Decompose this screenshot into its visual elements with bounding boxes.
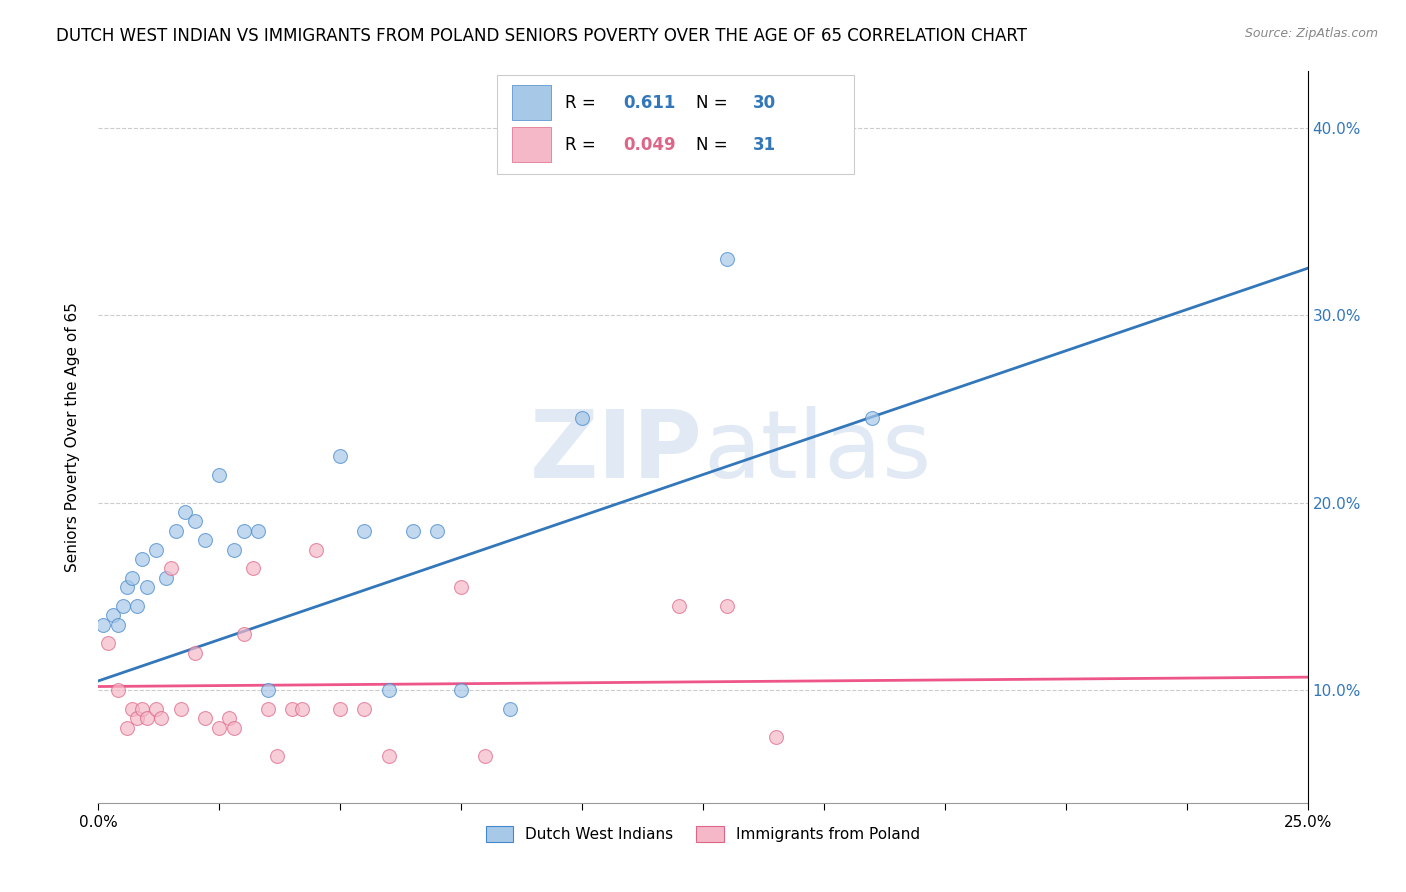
Point (117, 580, 139, 594)
Point (155, 571, 177, 585)
Point (121, 571, 143, 585)
Point (266, 748, 288, 763)
Text: R =: R = (565, 94, 602, 112)
Point (498, 702, 520, 716)
Text: ZIP: ZIP (530, 406, 703, 498)
Point (474, 748, 496, 763)
Point (377, 683, 399, 698)
Point (426, 524, 449, 538)
Point (765, 730, 787, 744)
Text: 0.049: 0.049 (623, 136, 676, 153)
Point (101, 608, 124, 623)
Point (135, 711, 157, 725)
Point (281, 702, 304, 716)
Point (247, 524, 270, 538)
Point (111, 599, 134, 613)
Text: N =: N = (696, 94, 733, 112)
Point (145, 542, 167, 557)
Point (184, 515, 207, 529)
Point (450, 580, 472, 594)
Point (329, 702, 352, 716)
Point (97, 636, 120, 650)
Text: N =: N = (696, 136, 733, 153)
Point (127, 711, 149, 725)
Point (668, 599, 690, 613)
Text: R =: R = (565, 136, 602, 153)
Point (131, 702, 153, 716)
Point (107, 683, 129, 698)
FancyBboxPatch shape (498, 75, 855, 174)
Point (222, 542, 245, 557)
Point (256, 702, 278, 716)
Point (208, 721, 231, 735)
Point (644, 158, 666, 172)
Point (150, 711, 173, 725)
Point (169, 702, 191, 716)
Point (571, 411, 593, 425)
Point (860, 411, 883, 425)
Point (716, 252, 738, 266)
Point (194, 711, 217, 725)
Point (208, 467, 231, 482)
Point (222, 721, 245, 735)
Y-axis label: Seniors Poverty Over the Age of 65: Seniors Poverty Over the Age of 65 (65, 302, 80, 572)
FancyBboxPatch shape (512, 86, 551, 120)
Text: 31: 31 (752, 136, 776, 153)
Text: 0.611: 0.611 (623, 94, 675, 112)
Point (194, 533, 217, 548)
Point (131, 552, 153, 566)
Point (121, 702, 143, 716)
Point (145, 702, 167, 716)
Point (184, 646, 207, 660)
Point (91, 617, 114, 632)
Point (107, 617, 129, 632)
Text: 30: 30 (752, 94, 776, 112)
Point (174, 505, 197, 519)
Point (165, 524, 187, 538)
Point (232, 627, 254, 641)
Point (127, 599, 149, 613)
Text: DUTCH WEST INDIAN VS IMMIGRANTS FROM POLAND SENIORS POVERTY OVER THE AGE OF 65 C: DUTCH WEST INDIAN VS IMMIGRANTS FROM POL… (56, 27, 1028, 45)
Point (329, 449, 352, 463)
Point (218, 711, 240, 725)
Point (290, 702, 312, 716)
Point (160, 561, 183, 575)
Point (402, 524, 425, 538)
Point (232, 524, 254, 538)
Point (135, 580, 157, 594)
Point (305, 542, 328, 557)
Point (256, 683, 278, 698)
Text: Source: ZipAtlas.com: Source: ZipAtlas.com (1244, 27, 1378, 40)
Point (353, 524, 375, 538)
Point (353, 702, 375, 716)
Point (242, 561, 264, 575)
Legend: Dutch West Indians, Immigrants from Poland: Dutch West Indians, Immigrants from Pola… (478, 819, 928, 850)
FancyBboxPatch shape (512, 127, 551, 162)
Point (450, 683, 472, 698)
Point (716, 599, 738, 613)
Point (117, 721, 139, 735)
Point (377, 748, 399, 763)
Text: atlas: atlas (703, 406, 931, 498)
